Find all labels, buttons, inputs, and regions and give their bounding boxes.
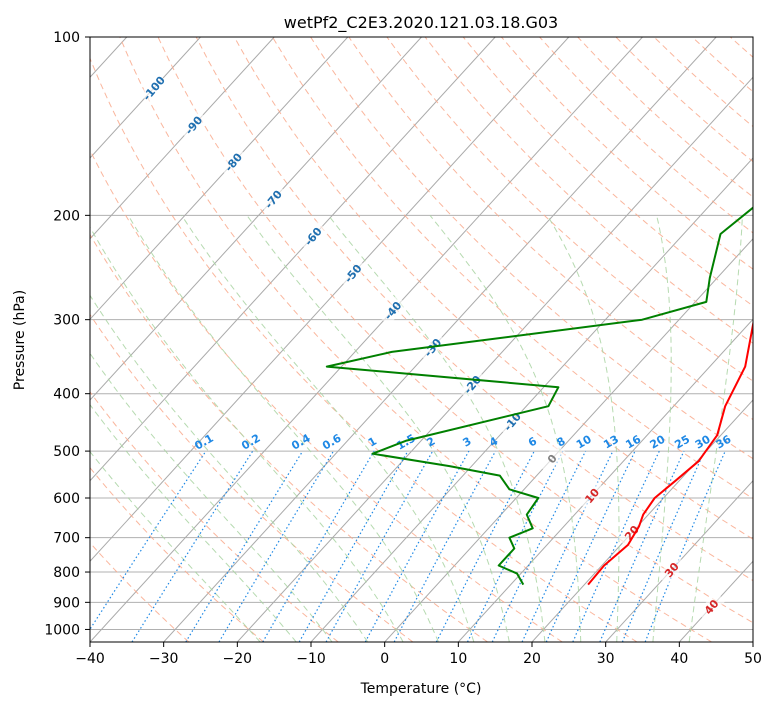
y-tick-label: 1000 [44,622,80,638]
y-tick-label: 100 [53,30,80,46]
moist-adiabat-line [429,214,582,642]
dry-adiabat-line [195,37,753,582]
dry-adiabat-line [386,37,753,382]
x-axis-title: Temperature (°C) [360,681,482,697]
x-tick-label: 40 [670,651,688,667]
moist-adiabat-line [652,215,672,642]
adiabat-label-bg [697,591,726,623]
adiabat-label-bg [219,147,248,178]
dry-adiabat-line [90,149,563,642]
moist-adiabat-line [546,215,620,642]
adiabat-label-bg [378,295,408,326]
adiabat-label-bg [537,443,567,474]
mixing-ratio-line [466,450,564,642]
dry-adiabat-line [90,233,488,642]
background-lines: 0.1 0.2 0.4 0.6 1 1.5 2 3 4 6 8 10 13 16 20 25 30 36-100-… [90,37,753,642]
x-tick-label: −10 [296,651,326,667]
adiabat-label-bg [577,480,607,511]
profile-lines [325,206,753,586]
mixing-ratio-line [621,450,706,642]
mixing-ratio-line [185,450,304,642]
dry-adiabat-line [272,37,753,500]
adiabat-label-bg [338,258,368,289]
x-tick-label: −40 [75,651,105,667]
moist-adiabat-line [328,214,546,642]
mixing-ratio-line [393,450,497,642]
axis-ticks: −40 −30 −20 −10 0 10 20 30 40 50 100 200 300 400 500 60… [44,30,762,667]
y-tick-label: 200 [53,208,80,224]
dry-adiabat-line [119,37,712,642]
y-tick-label: 400 [53,387,80,403]
isotherm-line [90,37,643,642]
isotherm-line [384,237,753,642]
mixing-ratio-line [325,450,434,642]
mixing-ratio-line [491,450,587,642]
dry-adiabat-line [233,37,753,540]
moist-adiabat-line [90,226,404,642]
dewpoint-line [325,206,753,586]
adiabat-label-bg [139,72,169,104]
adiabat-label-bg [179,109,208,141]
moist-adiabat-line [688,215,743,642]
temperature-line [587,319,753,586]
isotherm-line [90,37,349,321]
y-tick-label: 600 [53,491,80,507]
x-tick-label: −20 [223,651,253,667]
y-tick-label: 900 [53,595,80,611]
mixing-ratio-line [131,450,254,642]
x-tick-label: −30 [149,651,179,667]
dry-adiabat-line [90,466,264,642]
mixing-ratio-line [599,450,685,642]
x-tick-label: 10 [449,651,467,667]
isotherm-line [90,37,496,482]
adiabat-label-bg [258,184,288,215]
moist-adiabat-line [246,215,510,642]
dry-adiabat-line [90,542,190,642]
isotherm-line [90,37,570,563]
y-tick-label: 700 [53,531,80,547]
adiabat-label-bg [657,554,686,586]
moist-adiabat-line [90,450,261,642]
y-axis-title: Pressure (hPa) [12,290,28,390]
mixing-ratio-line [364,450,470,642]
y-tick-label: 800 [53,565,80,581]
moist-adiabat-line [90,294,369,642]
y-tick-label: 500 [53,444,80,460]
dry-adiabat-line [90,57,638,642]
mixing-ratio-line [90,450,207,631]
x-tick-label: 30 [597,651,615,667]
plot-frame [89,36,754,643]
adiabat-label-bg [458,369,487,400]
isotherm-line [236,76,753,642]
y-tick-label: 300 [53,313,80,329]
x-tick-label: 0 [380,651,389,667]
isotherm-line [90,37,201,159]
x-tick-label: 20 [523,651,541,667]
moist-adiabat-line [127,215,439,642]
isotherm-line [90,37,275,240]
chart-title: wetPf2_C2E3.2020.121.03.18.G03 [284,13,558,33]
isotherm-line [457,318,753,642]
adiabat-label-bg [298,221,328,252]
x-tick-label: 50 [744,651,762,667]
isotherm-line [605,479,753,642]
dry-adiabat-line [348,37,753,421]
dry-adiabat-line [310,37,753,460]
isotherm-line [90,37,422,401]
